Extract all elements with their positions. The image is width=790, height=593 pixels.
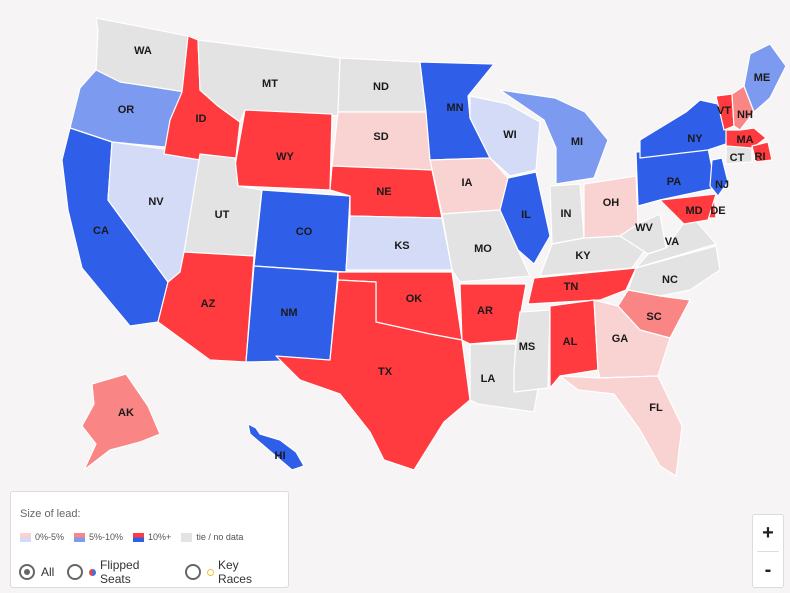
- radio-empty-icon: [67, 564, 84, 580]
- state-sd[interactable]: [331, 111, 433, 171]
- state-ak[interactable]: [81, 373, 161, 471]
- state-fl[interactable]: [559, 375, 683, 477]
- legend-label: 10%+: [148, 532, 172, 542]
- radio-selected-icon: [19, 564, 35, 580]
- state-wi[interactable]: [469, 95, 541, 177]
- legend-item-10-plus: 10%+: [133, 532, 171, 542]
- state-al[interactable]: [549, 299, 599, 389]
- state-va[interactable]: [635, 213, 717, 269]
- state-ct[interactable]: [725, 145, 753, 165]
- filter-radio-group: All Flipped Seats Key Races: [19, 558, 288, 586]
- state-ri[interactable]: [751, 141, 773, 163]
- state-wv[interactable]: [619, 213, 667, 255]
- zoom-in-button[interactable]: +: [762, 521, 774, 544]
- state-nd[interactable]: [337, 57, 427, 113]
- state-ar[interactable]: [459, 283, 527, 345]
- legend-label: tie / no data: [196, 532, 244, 542]
- filter-flipped-label: Flipped Seats: [100, 558, 140, 586]
- zoom-out-button[interactable]: -: [764, 558, 772, 581]
- state-co[interactable]: [253, 189, 351, 273]
- state-tn[interactable]: [527, 267, 637, 305]
- legend-scale: 0%-5% 5%-10% 10%+ tie / no data: [20, 532, 253, 542]
- legend-item-5-10: 5%-10%: [74, 532, 123, 542]
- state-ms[interactable]: [513, 309, 551, 393]
- legend-swatch: [133, 532, 145, 542]
- radio-empty-icon: [185, 564, 202, 580]
- key-race-icon: [207, 568, 214, 576]
- flipped-seat-icon: [89, 568, 97, 576]
- legend-swatch: [181, 532, 193, 542]
- legend-label: 0%-5%: [35, 532, 65, 542]
- state-mi[interactable]: [499, 89, 609, 185]
- state-il[interactable]: [499, 171, 551, 265]
- legend-panel: Size of lead: 0%-5% 5%-10% 10%+ tie / no…: [10, 491, 289, 588]
- zoom-control: + -: [752, 514, 784, 588]
- state-nh[interactable]: [731, 85, 755, 131]
- state-ga[interactable]: [593, 299, 671, 379]
- state-nm[interactable]: [245, 265, 339, 363]
- legend-item-tie: tie / no data: [181, 532, 243, 542]
- state-az[interactable]: [157, 251, 255, 363]
- state-hi[interactable]: [247, 423, 305, 471]
- state-me[interactable]: [743, 43, 787, 113]
- state-md[interactable]: [659, 193, 717, 225]
- filter-all-label: All: [41, 565, 55, 579]
- state-in[interactable]: [549, 183, 585, 245]
- legend-item-0-5: 0%-5%: [20, 532, 64, 542]
- state-nj[interactable]: [709, 157, 729, 197]
- legend-swatch: [20, 532, 31, 542]
- state-ks[interactable]: [345, 215, 453, 271]
- legend-title: Size of lead:: [20, 508, 81, 520]
- state-tx[interactable]: [275, 279, 471, 471]
- filter-all-radio[interactable]: All: [19, 564, 54, 580]
- zoom-divider: [757, 551, 779, 552]
- state-ia[interactable]: [429, 157, 509, 215]
- filter-key-radio[interactable]: Key Races: [185, 558, 275, 586]
- state-ny[interactable]: [639, 99, 729, 159]
- filter-flipped-radio[interactable]: Flipped Seats: [67, 558, 172, 586]
- filter-key-label: Key Races: [217, 558, 252, 586]
- legend-swatch: [74, 532, 86, 542]
- legend-label: 5%-10%: [89, 532, 124, 542]
- state-wy[interactable]: [234, 109, 333, 191]
